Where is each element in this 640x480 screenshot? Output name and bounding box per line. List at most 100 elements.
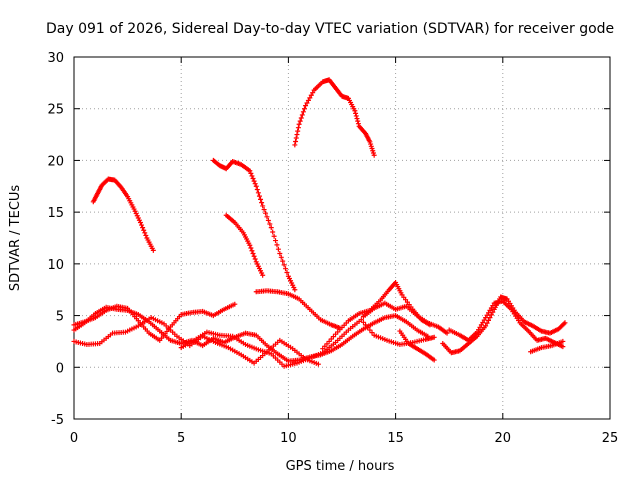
series-arc4 [292,77,377,158]
data-point [252,181,258,187]
data-point [367,327,373,333]
data-point [305,97,311,103]
data-point [303,103,309,109]
data-point [307,95,313,101]
y-tick-label: 0 [56,361,64,376]
y-tick-label: -5 [51,413,64,428]
data-point [250,176,256,182]
data-point [483,323,489,329]
y-tick-label: 20 [47,154,64,169]
data-point [365,324,371,330]
series-arc3 [223,212,266,278]
x-tick-label: 15 [387,431,404,446]
y-tick-label: 15 [47,206,64,221]
x-tick-label: 0 [70,431,78,446]
data-point [308,92,314,98]
data-point [486,317,492,323]
data-point [232,301,238,307]
y-tick-label: 25 [47,103,64,118]
grid [74,57,610,419]
series-arc14 [446,298,566,350]
data-point [143,232,149,238]
data-point [371,152,377,158]
data-point [264,214,270,220]
data-point [150,247,156,253]
plot-area [73,56,611,420]
data-point [352,108,358,114]
data-point [284,269,290,275]
series-arc5 [253,288,343,331]
data-point [360,319,366,325]
data-point [274,242,280,248]
data-point [488,312,494,318]
data-point [259,200,265,206]
data-point [275,246,281,252]
data-point [260,203,266,209]
data-point [560,338,566,344]
data-point [296,121,302,127]
data-point [294,132,300,138]
data-point [300,109,306,115]
data-point [278,254,284,260]
data-point [268,225,274,231]
data-point [252,256,258,262]
data-point [310,90,316,96]
chart-title: Day 091 of 2026, Sidereal Day-to-day VTE… [46,21,614,37]
data-point [297,118,303,124]
y-tick-label: 10 [47,258,64,273]
x-tick-label: 10 [280,431,297,446]
data-point [281,262,287,268]
data-point [256,193,262,199]
data-point [484,320,490,326]
data-point [431,334,437,340]
data-point [444,330,450,336]
data-point [353,110,359,116]
x-tick-label: 5 [177,431,185,446]
x-axis-title: GPS time / hours [286,459,395,474]
data-point [249,173,255,179]
data-point [267,221,273,227]
data-point [142,230,148,236]
data-point [265,217,271,223]
data-point [271,233,277,239]
axis-ticks [73,56,611,420]
data-point [354,116,360,122]
data-point [263,210,269,216]
data-point [260,272,266,278]
data-point [253,183,259,189]
data-point [292,142,298,148]
data-point [487,315,493,321]
data-point [137,219,143,225]
series-arc2 [210,157,298,293]
series-arc12 [397,328,437,363]
data-point [353,113,359,119]
data-point [355,121,361,127]
data-point [247,168,253,174]
data-point [304,100,310,106]
data-point [295,128,301,134]
data-point [254,187,260,193]
data-point [293,138,299,144]
x-tick-label: 25 [602,431,619,446]
data-point [490,309,496,315]
series-arc1 [90,176,156,253]
data-point [562,320,568,326]
data-point [298,115,304,121]
data-point [363,322,369,328]
data-point [248,170,254,176]
data-point [273,238,279,244]
data-point [301,106,307,112]
data-point [248,245,254,251]
data-point [247,242,253,248]
data-point [293,135,299,141]
data-point [280,258,286,264]
y-axis-title: SDTVAR / TECUs [8,185,23,292]
data-point [299,112,305,118]
data-point [261,207,267,213]
data-point [251,178,257,184]
data-point [139,222,145,228]
data-point [560,344,566,350]
x-tick-label: 20 [495,431,512,446]
series-arc8 [71,301,238,343]
